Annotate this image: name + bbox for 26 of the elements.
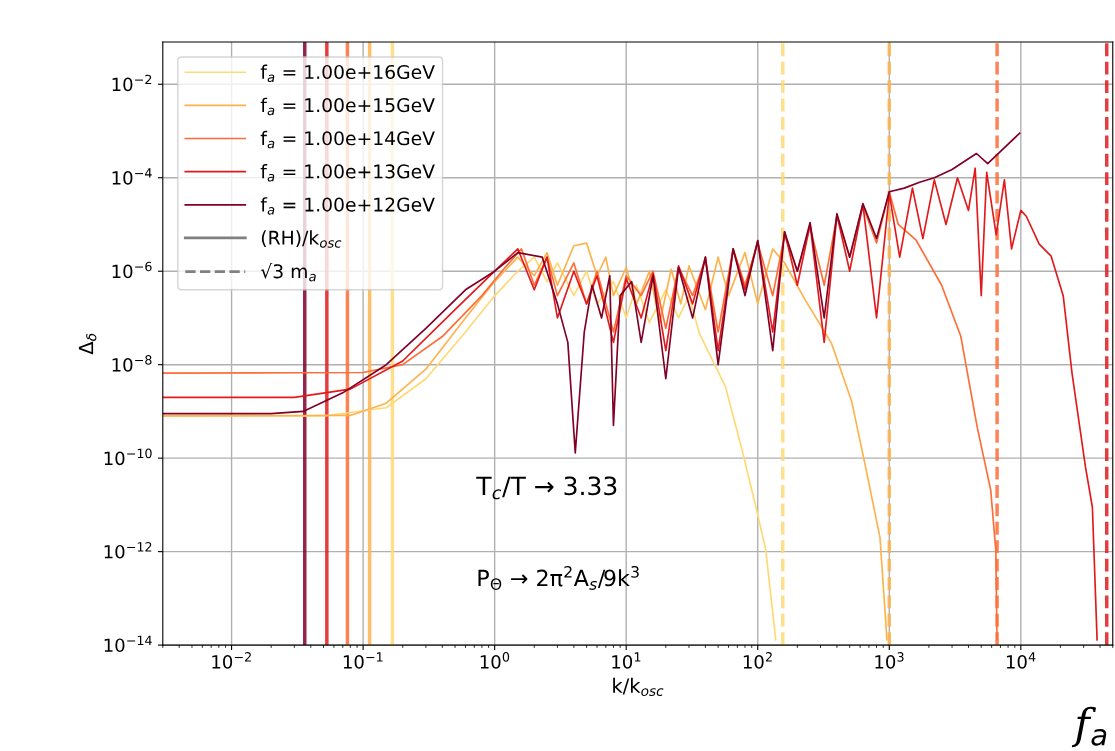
legend-label: (RH)/k$_{osc}$ bbox=[261, 230, 342, 248]
annotation: P$_{Θ}$ → 2π$^{2}$A$_{s}$/9k$^{3}$ bbox=[478, 565, 639, 590]
x-tick-label: 10$^{0}$ bbox=[480, 652, 510, 669]
x-tick-label: 10$^{3}$ bbox=[875, 652, 904, 669]
y-tick-label: 10$^{−10}$ bbox=[104, 448, 152, 466]
y-axis-title: Δ$_{δ}$ bbox=[78, 333, 97, 355]
legend-label: f$_{a}$ = 1.00e+16GeV bbox=[260, 64, 435, 83]
x-axis-title: k/k$_{osc}$ bbox=[613, 677, 664, 697]
x-tick-label: 10$^{2}$ bbox=[743, 652, 772, 669]
legend-label: f$_{a}$ = 1.00e+13GeV bbox=[260, 163, 435, 182]
annotation: T$_{c}$/T → 3.33 bbox=[476, 476, 617, 500]
y-tick-label: 10$^{−6}$ bbox=[112, 261, 152, 279]
y-tick-label: 10$^{−8}$ bbox=[112, 355, 152, 372]
y-tick-label: 10$^{−2}$ bbox=[112, 74, 152, 92]
x-tick-label: 10$^{1}$ bbox=[612, 652, 641, 669]
y-tick-label: 10$^{−14}$ bbox=[104, 635, 152, 653]
x-tick-label: 10$^{−1}$ bbox=[343, 652, 383, 669]
x-tick-label: 10$^{4}$ bbox=[1006, 652, 1036, 669]
legend-label: f$_{a}$ = 1.00e+15GeV bbox=[260, 97, 435, 116]
legend-label: √3 m$_{a}$ bbox=[260, 262, 316, 282]
legend-label: f$_{a}$ = 1.00e+14GeV bbox=[260, 130, 435, 149]
text: f$_{a}$ bbox=[1071, 706, 1107, 748]
y-tick-label: 10$^{−12}$ bbox=[104, 542, 152, 559]
x-tick-label: 10$^{−2}$ bbox=[212, 652, 251, 669]
legend-label: f$_{a}$ = 1.00e+12GeV bbox=[260, 197, 435, 215]
y-tick-label: 10$^{−4}$ bbox=[112, 168, 152, 185]
